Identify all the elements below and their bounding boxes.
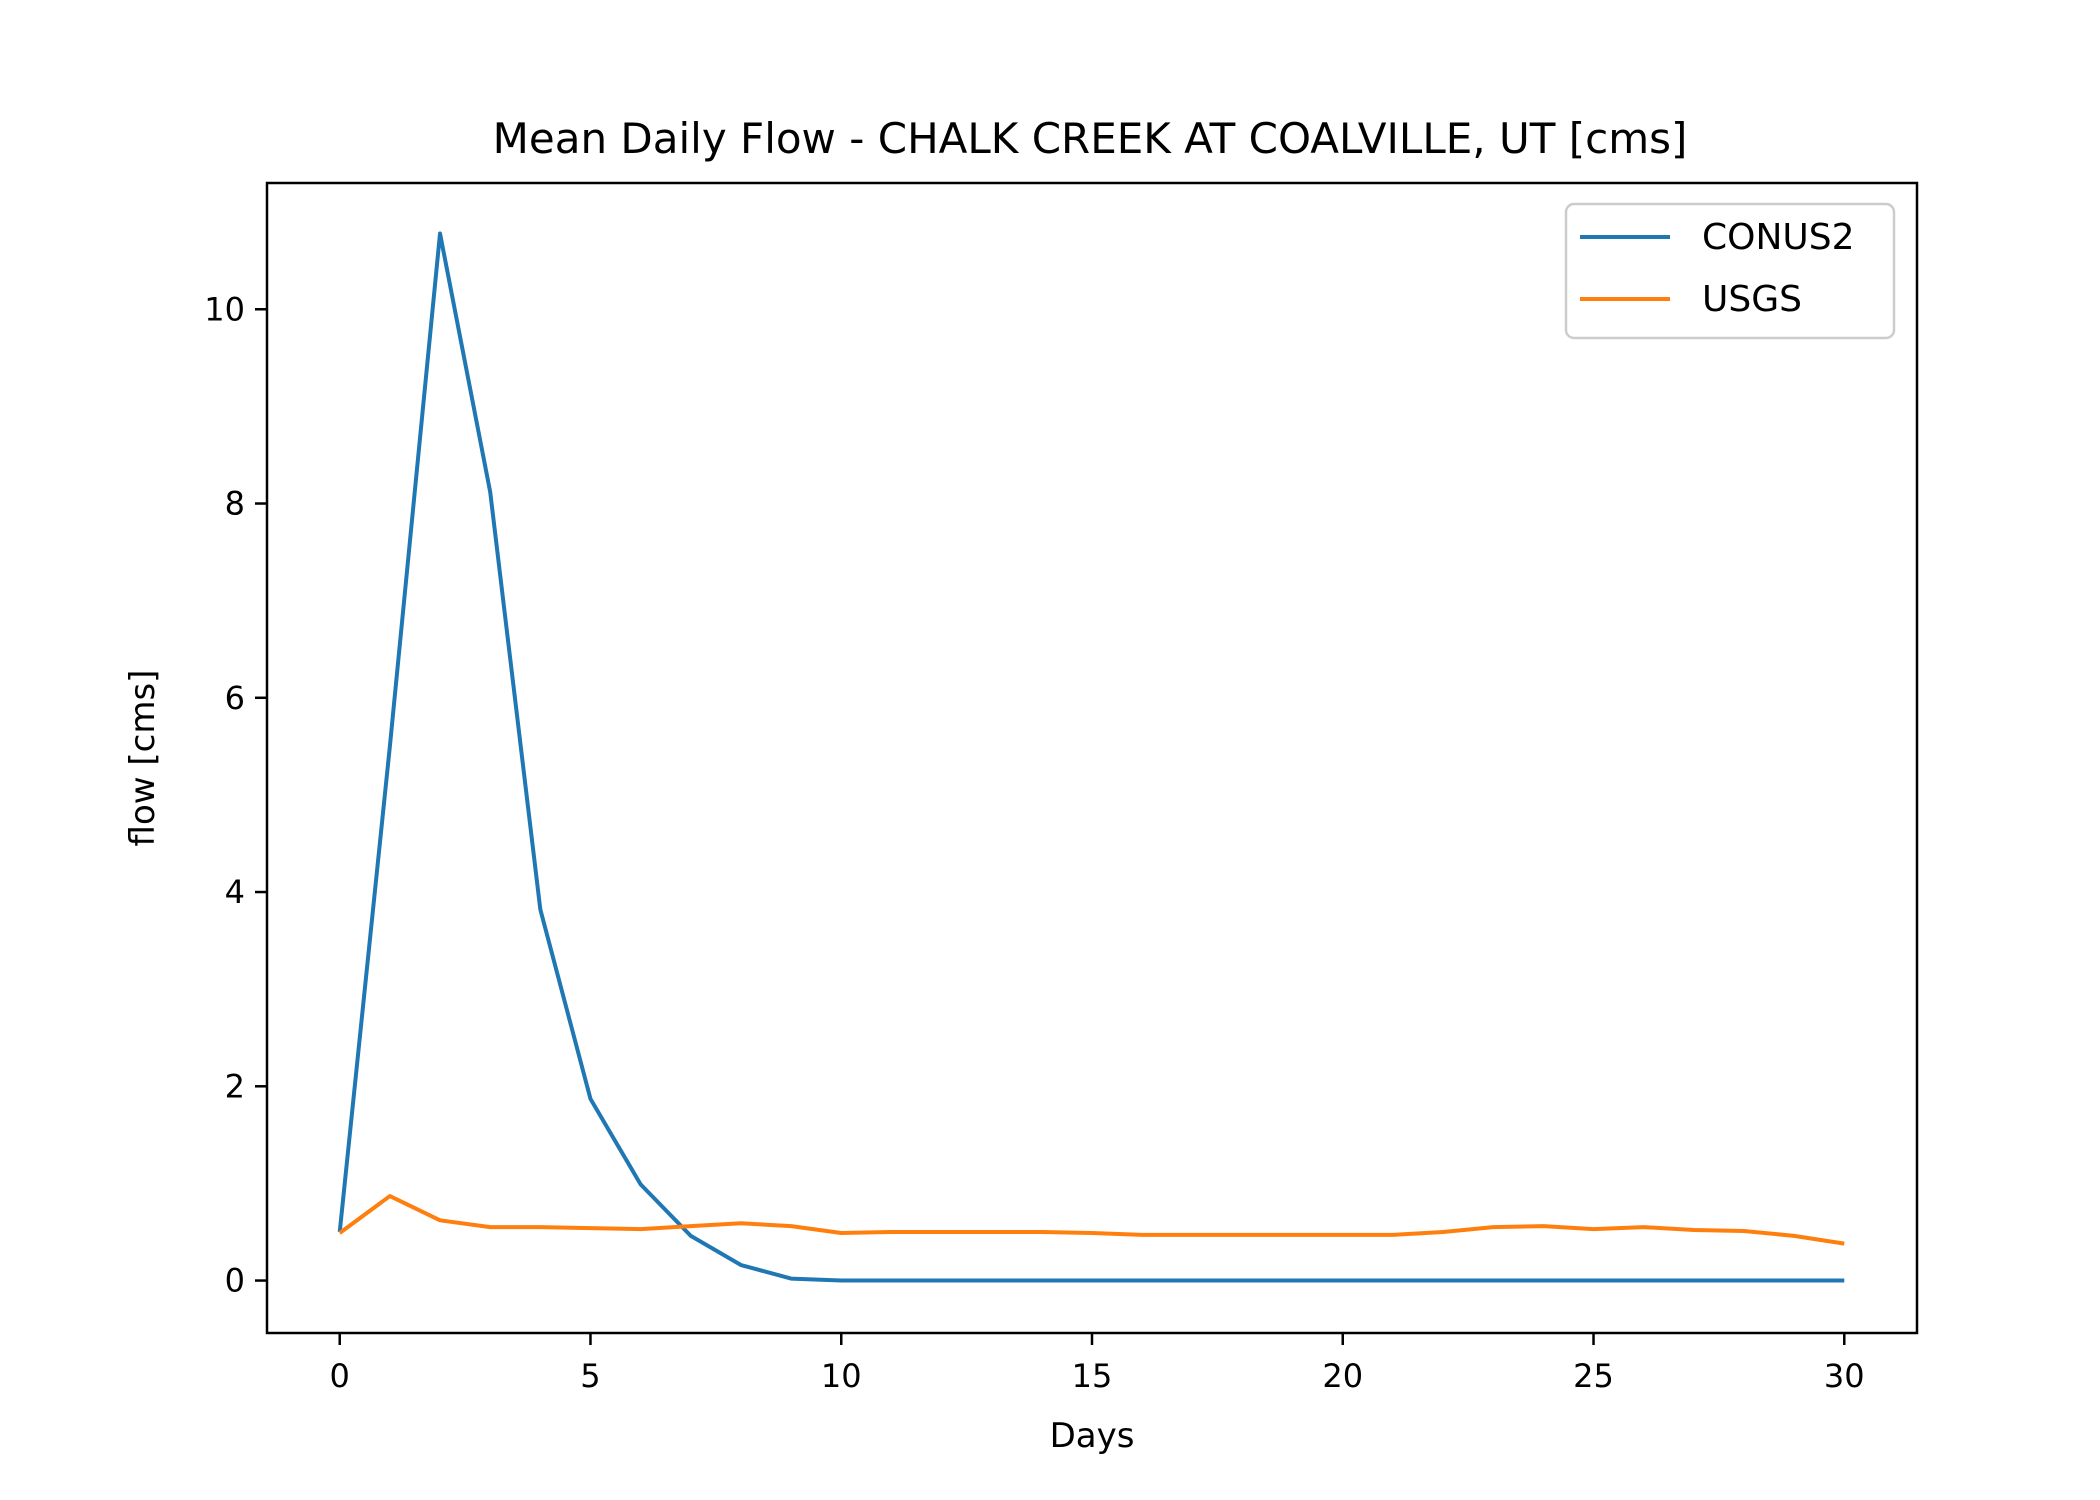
y-tick-label: 8 [225,485,245,523]
x-tick-label: 5 [580,1357,600,1395]
y-tick-label: 2 [225,1067,245,1105]
y-tick-label: 6 [225,679,245,717]
series-layer [337,231,1845,1283]
y-tick-label: 10 [204,290,245,328]
y-axis-ticks: 0 2 4 6 8 10 [204,290,267,1300]
legend-label-usgs: USGS [1702,279,1802,320]
y-tick-label: 4 [225,873,245,911]
x-tick-label: 0 [330,1357,350,1395]
x-tick-label: 10 [821,1357,862,1395]
legend: CONUS2 USGS [1564,202,1896,340]
y-axis-label: flow [cms] [123,670,163,847]
y-tick-label: 0 [225,1262,245,1300]
x-tick-label: 20 [1322,1357,1363,1395]
x-axis-label: Days [1050,1416,1135,1456]
series-line-usgs [338,1194,1845,1246]
series-line-conus2 [337,231,1845,1283]
x-tick-label: 25 [1573,1357,1614,1395]
chart-title: Mean Daily Flow - CHALK CREEK AT COALVIL… [493,114,1688,163]
x-axis-ticks: 0 5 10 15 20 25 30 [330,1333,1865,1395]
x-tick-label: 15 [1072,1357,1113,1395]
legend-label-conus2: CONUS2 [1702,217,1855,258]
x-tick-label: 30 [1824,1357,1865,1395]
